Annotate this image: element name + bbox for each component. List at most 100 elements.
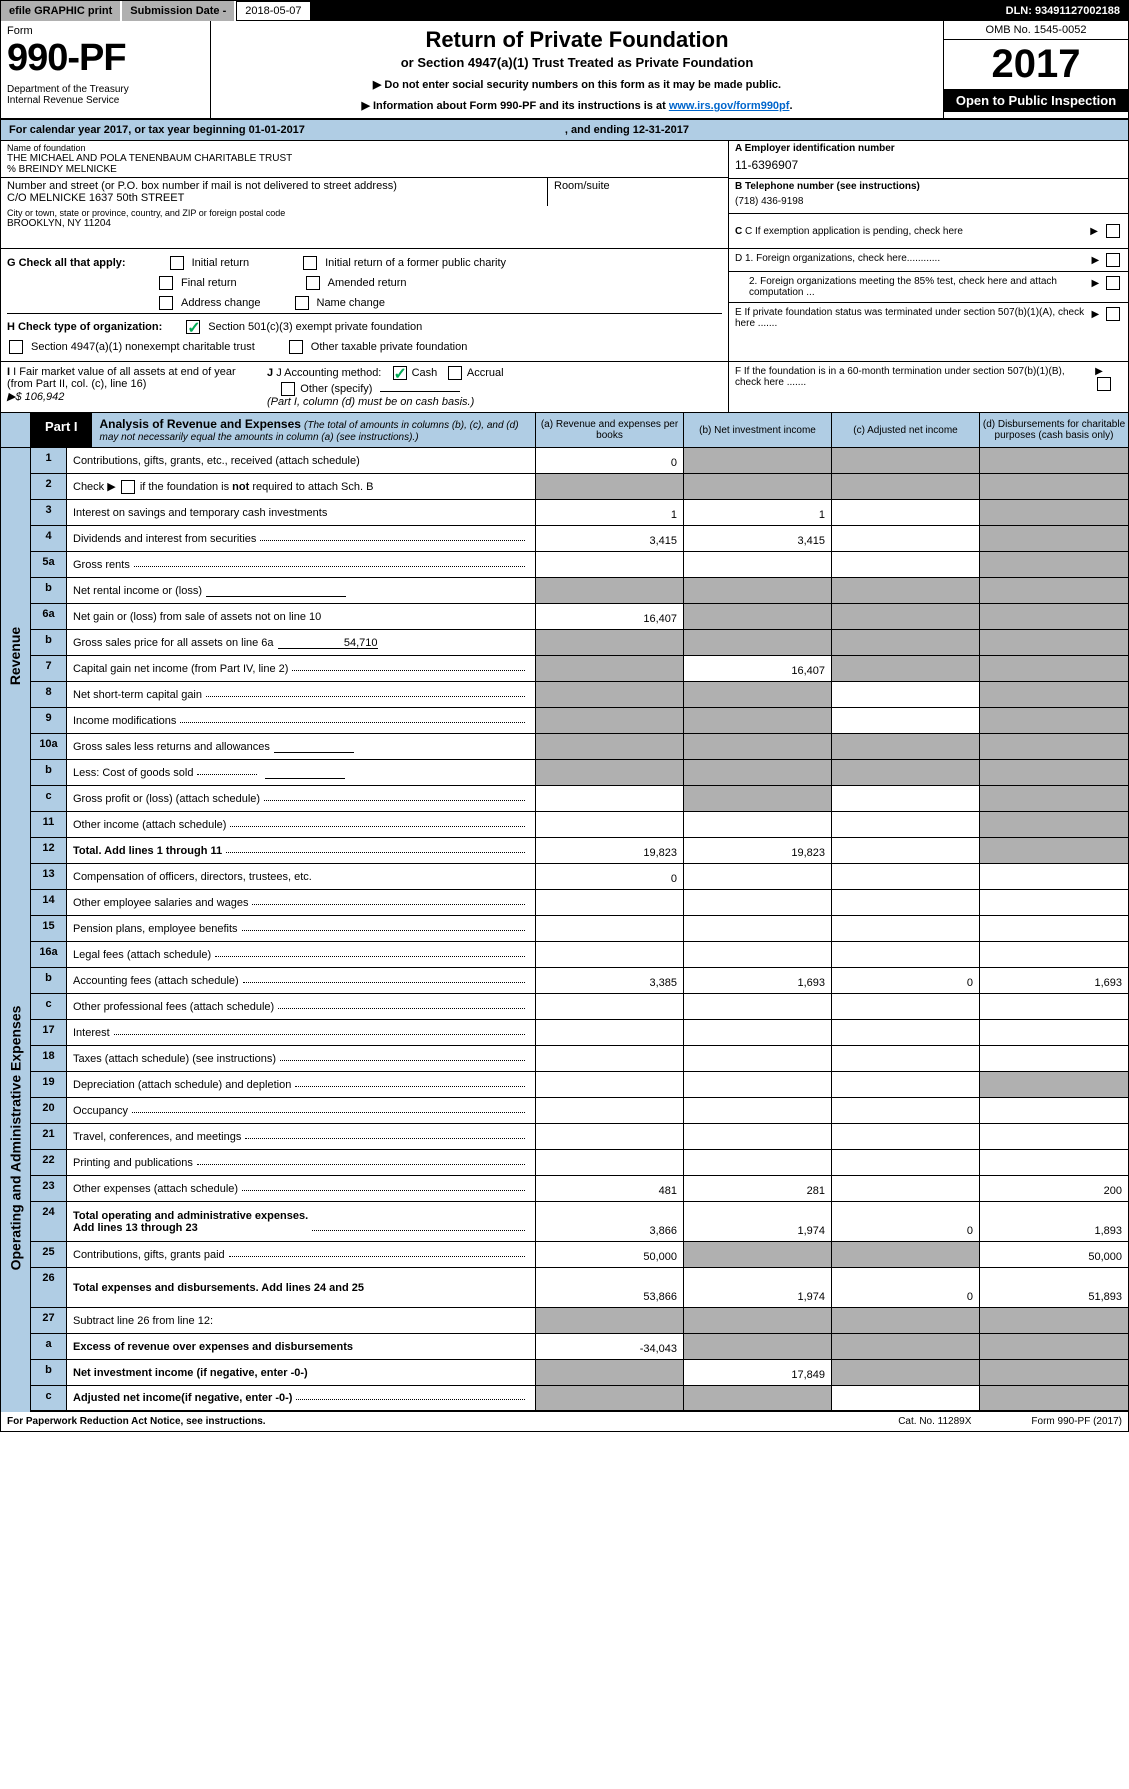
d2-row: 2. Foreign organizations meeting the 85%… bbox=[729, 272, 1128, 303]
dept-treasury: Department of the Treasury Internal Reve… bbox=[7, 84, 204, 106]
j-accrual-checkbox[interactable] bbox=[448, 366, 462, 380]
revenue-section: Revenue 1Contributions, gifts, grants, e… bbox=[1, 448, 1128, 864]
foundation-name-label: Name of foundation bbox=[7, 143, 722, 153]
part1-tab: Part I bbox=[31, 413, 92, 447]
city-value: BROOKLYN, NY 11204 bbox=[7, 218, 722, 229]
dln: DLN: 93491127002188 bbox=[998, 1, 1128, 21]
revenue-rows: 1Contributions, gifts, grants, etc., rec… bbox=[31, 448, 1128, 864]
j-note: (Part I, column (d) must be on cash basi… bbox=[267, 396, 474, 408]
street-value: C/O MELNICKE 1637 50th STREET bbox=[7, 192, 541, 204]
d1-label: D 1. Foreign organizations, check here..… bbox=[735, 253, 940, 264]
c-label: C C If exemption application is pending,… bbox=[735, 226, 963, 237]
arrow-icon bbox=[1090, 226, 1100, 237]
arrow-icon bbox=[1092, 278, 1102, 289]
name-address-block: Name of foundation THE MICHAEL AND POLA … bbox=[1, 141, 1128, 249]
paperwork-notice: For Paperwork Reduction Act Notice, see … bbox=[7, 1416, 266, 1427]
l10a-blank[interactable] bbox=[274, 741, 354, 753]
h-row2: Section 4947(a)(1) nonexempt charitable … bbox=[7, 337, 722, 357]
line-11: 11Other income (attach schedule) bbox=[31, 812, 1128, 838]
city-label: City or town, state or province, country… bbox=[7, 208, 722, 218]
line-10a: 10aGross sales less returns and allowanc… bbox=[31, 734, 1128, 760]
line-26: 26Total expenses and disbursements. Add … bbox=[31, 1268, 1128, 1308]
d2-checkbox[interactable] bbox=[1106, 276, 1120, 290]
h-501c3-checkbox[interactable] bbox=[186, 320, 200, 334]
note-ssn: ▶ Do not enter social security numbers o… bbox=[221, 78, 933, 91]
ein-value: 11-6396907 bbox=[729, 156, 1128, 179]
h-501c3-label: Section 501(c)(3) exempt private foundat… bbox=[208, 321, 422, 333]
j-label: J Accounting method: bbox=[276, 367, 381, 379]
g-amended-checkbox[interactable] bbox=[306, 276, 320, 290]
g-row: G Check all that apply: Initial return I… bbox=[7, 253, 722, 273]
tel-label: B Telephone number (see instructions) bbox=[729, 179, 1128, 194]
g-addr-checkbox[interactable] bbox=[159, 296, 173, 310]
header-right: OMB No. 1545-0052 2017 Open to Public In… bbox=[943, 21, 1128, 118]
g-name-label: Name change bbox=[317, 297, 386, 309]
form-number: 990-PF bbox=[7, 37, 204, 80]
expenses-side-label: Operating and Administrative Expenses bbox=[1, 864, 31, 1412]
nab-right: A Employer identification number 11-6396… bbox=[728, 141, 1128, 248]
l2-checkbox[interactable] bbox=[121, 480, 135, 494]
calyear-begin: For calendar year 2017, or tax year begi… bbox=[9, 124, 305, 136]
line-1: 1Contributions, gifts, grants, etc., rec… bbox=[31, 448, 1128, 474]
instructions-link[interactable]: www.irs.gov/form990pf bbox=[669, 100, 790, 112]
g-row2: Final return Amended return bbox=[7, 273, 722, 293]
part1-title-cell: Analysis of Revenue and Expenses (The to… bbox=[92, 413, 535, 447]
col-c-header: (c) Adjusted net income bbox=[832, 413, 980, 447]
line-13: 13Compensation of officers, directors, t… bbox=[31, 864, 1128, 890]
line-6a: 6aNet gain or (loss) from sale of assets… bbox=[31, 604, 1128, 630]
f-checkbox[interactable] bbox=[1097, 377, 1111, 391]
header-left: Form 990-PF Department of the Treasury I… bbox=[1, 21, 211, 118]
h-4947-checkbox[interactable] bbox=[9, 340, 23, 354]
j-cash-checkbox[interactable] bbox=[393, 366, 407, 380]
g-initial-pub-checkbox[interactable] bbox=[303, 256, 317, 270]
j-other-blank[interactable] bbox=[380, 380, 460, 392]
d1-checkbox[interactable] bbox=[1106, 253, 1120, 267]
g-addr-label: Address change bbox=[181, 297, 261, 309]
line-5b: bNet rental income or (loss) bbox=[31, 578, 1128, 604]
line-27c: cAdjusted net income(if negative, enter … bbox=[31, 1386, 1128, 1412]
l5b-blank[interactable] bbox=[206, 585, 346, 597]
line-15: 15Pension plans, employee benefits bbox=[31, 916, 1128, 942]
h-other-checkbox[interactable] bbox=[289, 340, 303, 354]
h-row: H Check type of organization: Section 50… bbox=[7, 313, 722, 337]
c-checkbox[interactable] bbox=[1106, 224, 1120, 238]
e-checkbox[interactable] bbox=[1106, 307, 1120, 321]
line-22: 22Printing and publications bbox=[31, 1150, 1128, 1176]
line-17: 17Interest bbox=[31, 1020, 1128, 1046]
line-9: 9Income modifications bbox=[31, 708, 1128, 734]
d2-label: 2. Foreign organizations meeting the 85%… bbox=[735, 276, 1088, 298]
j-other-checkbox[interactable] bbox=[281, 382, 295, 396]
checks-block: G Check all that apply: Initial return I… bbox=[1, 249, 1128, 362]
g-initial-checkbox[interactable] bbox=[170, 256, 184, 270]
checks-left: G Check all that apply: Initial return I… bbox=[1, 249, 728, 361]
ij-left: I I Fair market value of all assets at e… bbox=[1, 362, 728, 412]
g-name-checkbox[interactable] bbox=[295, 296, 309, 310]
expenses-rows: 13Compensation of officers, directors, t… bbox=[31, 864, 1128, 1412]
line-27a: aExcess of revenue over expenses and dis… bbox=[31, 1334, 1128, 1360]
city-row: City or town, state or province, country… bbox=[1, 206, 728, 231]
form-page: efile GRAPHIC print Submission Date - 20… bbox=[0, 0, 1129, 1432]
l10b-blank[interactable] bbox=[265, 767, 345, 779]
g-final-checkbox[interactable] bbox=[159, 276, 173, 290]
nab-left: Name of foundation THE MICHAEL AND POLA … bbox=[1, 141, 728, 248]
foundation-name-value: THE MICHAEL AND POLA TENENBAUM CHARITABL… bbox=[7, 153, 722, 175]
cat-no: Cat. No. 11289X bbox=[898, 1416, 971, 1427]
top-bar: efile GRAPHIC print Submission Date - 20… bbox=[1, 1, 1128, 21]
line-27: 27Subtract line 26 from line 12: bbox=[31, 1308, 1128, 1334]
line-18: 18Taxes (attach schedule) (see instructi… bbox=[31, 1046, 1128, 1072]
omb-number: OMB No. 1545-0052 bbox=[944, 21, 1128, 40]
line-20: 20Occupancy bbox=[31, 1098, 1128, 1124]
line-23: 23Other expenses (attach schedule)481281… bbox=[31, 1176, 1128, 1202]
arrow-icon bbox=[1092, 309, 1102, 320]
line-7: 7Capital gain net income (from Part IV, … bbox=[31, 656, 1128, 682]
f-label: F If the foundation is in a 60-month ter… bbox=[735, 366, 1091, 408]
line-10c: cGross profit or (loss) (attach schedule… bbox=[31, 786, 1128, 812]
arrow-icon bbox=[1095, 366, 1105, 377]
submission-date-value: 2018-05-07 bbox=[236, 1, 310, 21]
d1-row: D 1. Foreign organizations, check here..… bbox=[729, 249, 1128, 272]
form-word: Form bbox=[7, 25, 204, 37]
line-8: 8Net short-term capital gain bbox=[31, 682, 1128, 708]
g-final-label: Final return bbox=[181, 277, 237, 289]
side-spacer bbox=[1, 413, 31, 447]
g-initial-label: Initial return bbox=[192, 257, 249, 269]
